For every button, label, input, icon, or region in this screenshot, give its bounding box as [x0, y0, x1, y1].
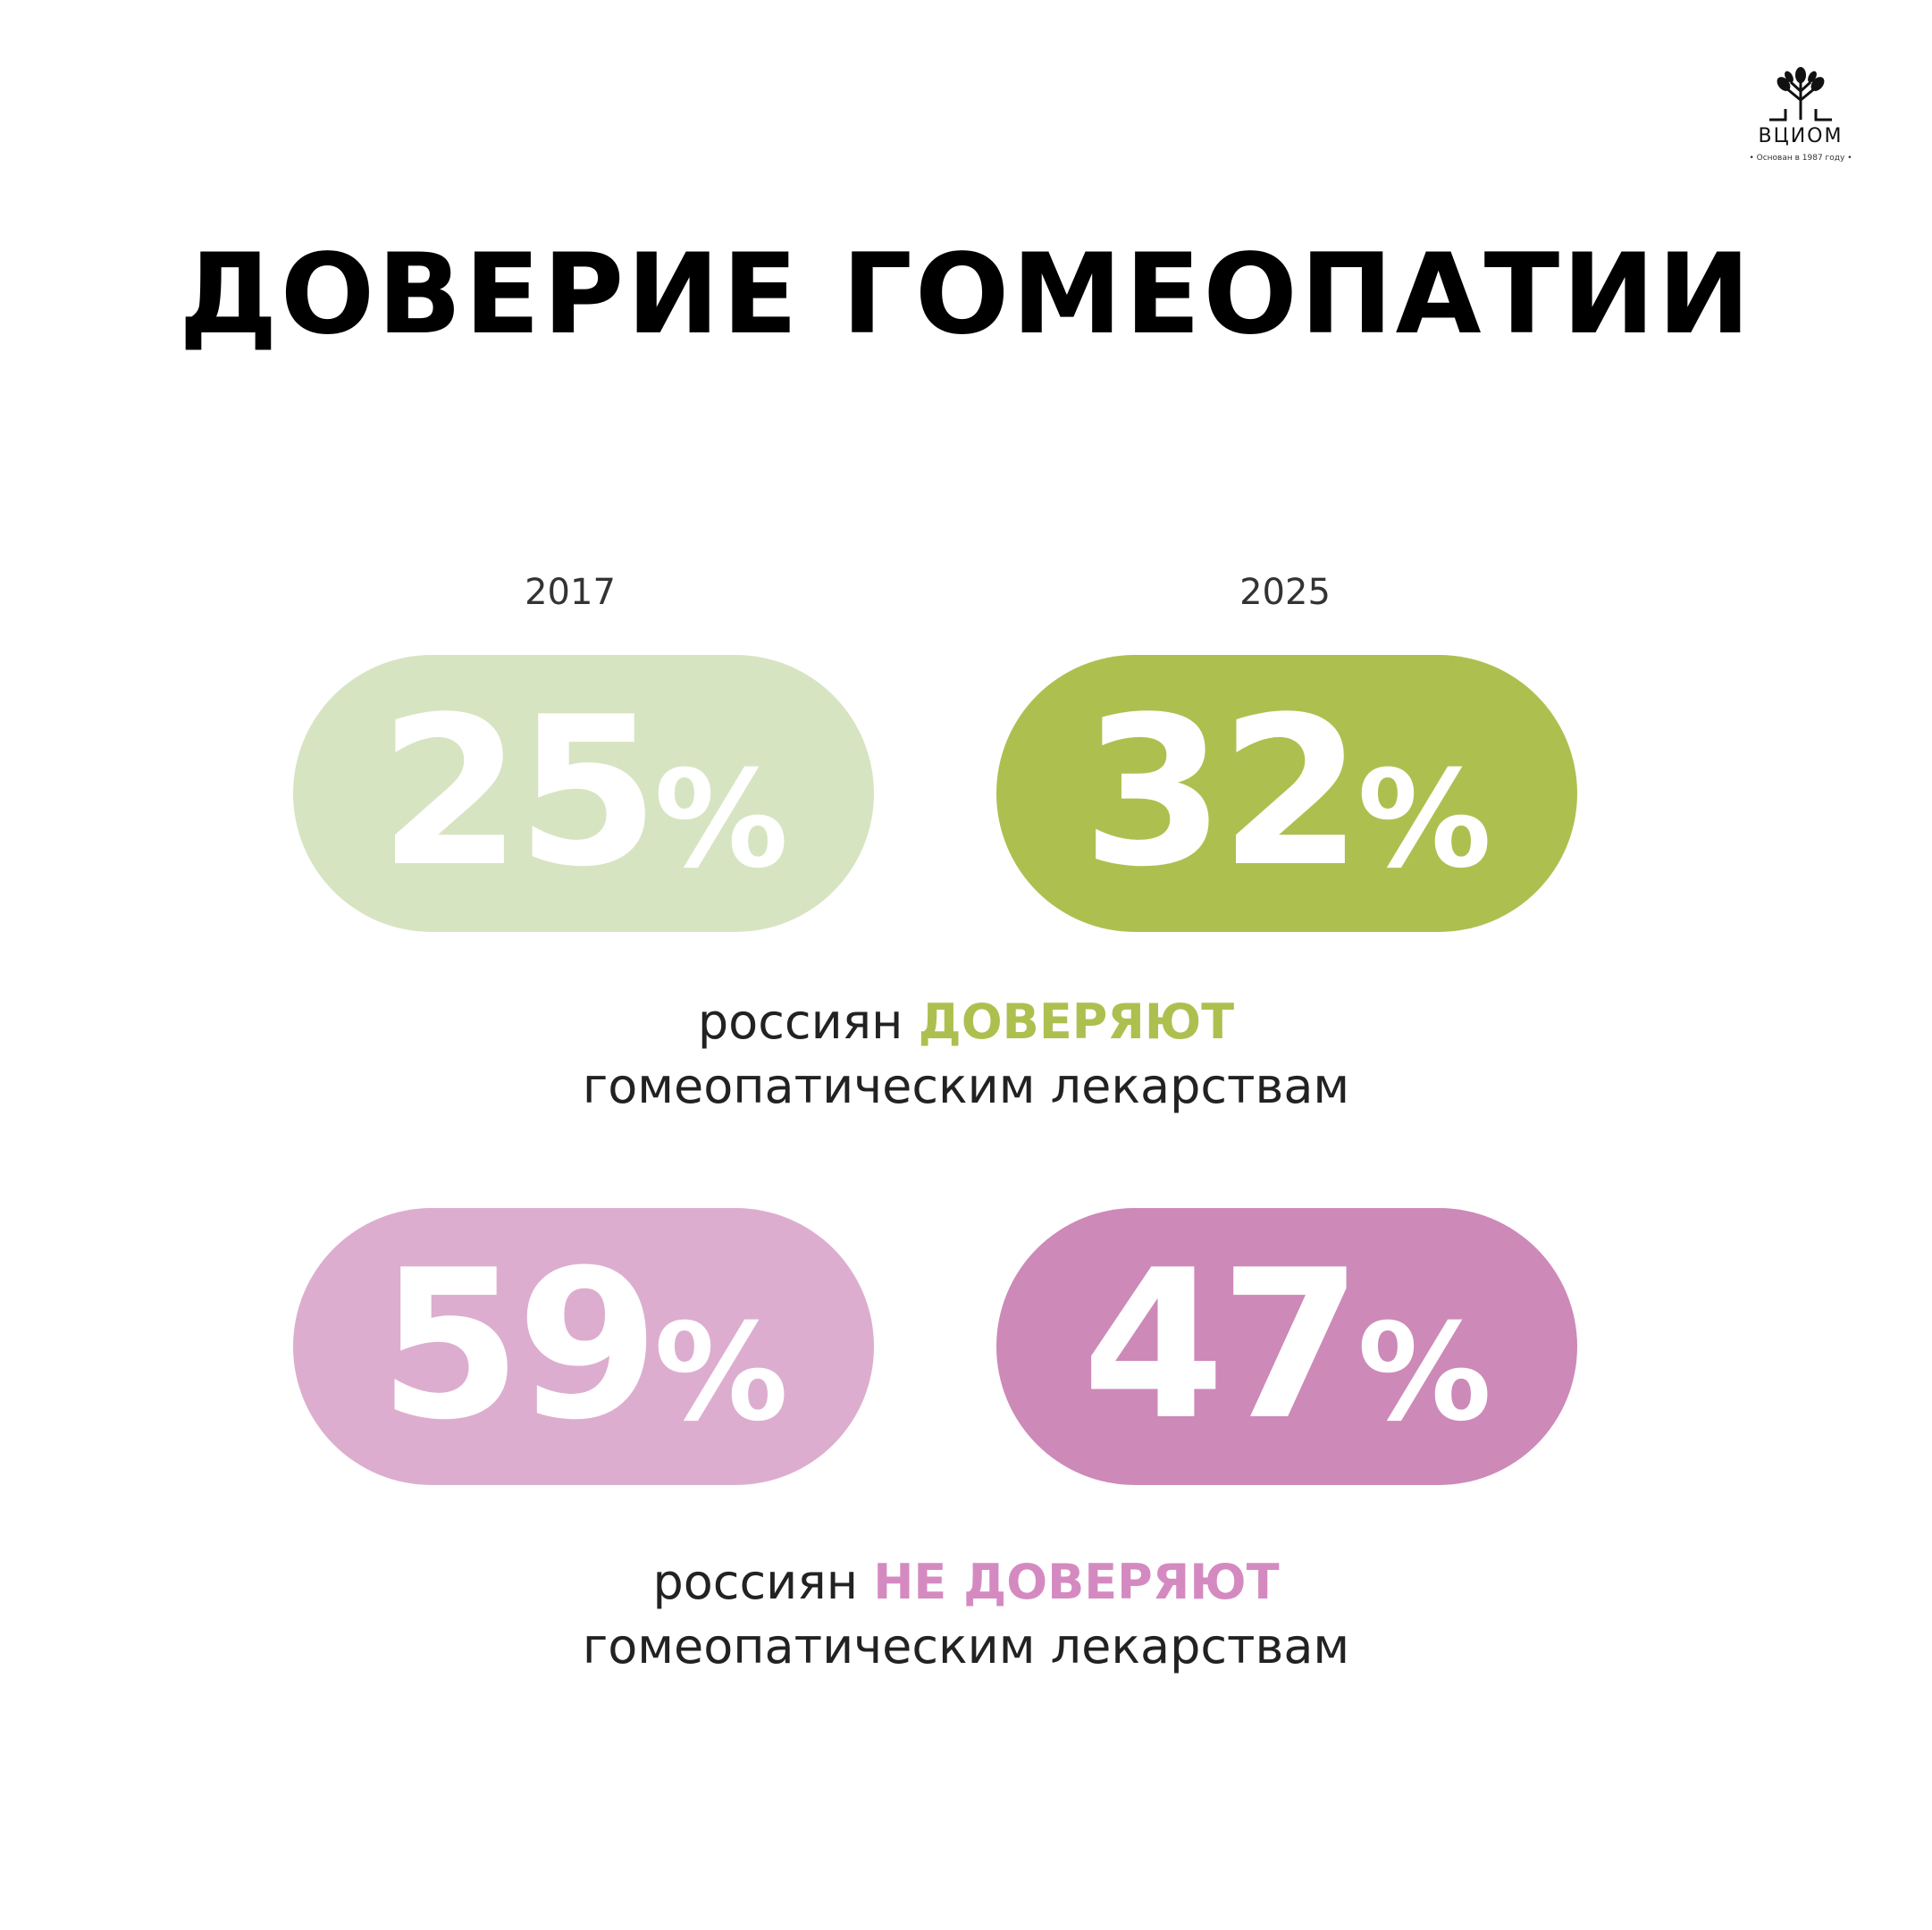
- distrust-caption-highlight: НЕ ДОВЕРЯЮТ: [873, 1554, 1280, 1610]
- trust-2025-value: 32: [1081, 674, 1363, 912]
- distrust-2025-unit: %: [1357, 1296, 1492, 1451]
- vciom-logo: ВЦИОМ • Основан в 1987 году •: [1734, 64, 1868, 172]
- trust-caption: россиян ДОВЕРЯЮТ гомеопатическим лекарст…: [0, 990, 1932, 1119]
- trust-2025-unit: %: [1357, 743, 1492, 898]
- year-label-2025: 2025: [1239, 572, 1331, 613]
- trust-caption-highlight: ДОВЕРЯЮТ: [918, 994, 1235, 1050]
- trust-2017-value: 25: [378, 674, 659, 912]
- trust-2017-pill: 25%: [293, 655, 874, 932]
- distrust-2017-value: 59: [378, 1227, 659, 1465]
- year-label-2017: 2017: [525, 572, 616, 613]
- trust-caption-line2: гомеопатическим лекарствам: [582, 1058, 1350, 1114]
- distrust-caption-prefix: россиян: [652, 1554, 859, 1610]
- trust-2017-unit: %: [653, 743, 789, 898]
- tree-icon: [1769, 67, 1832, 122]
- trust-caption-prefix: россиян: [697, 994, 903, 1050]
- distrust-caption-line2: гомеопатическим лекарствам: [582, 1618, 1350, 1674]
- trust-2025-pill: 32%: [996, 655, 1577, 932]
- distrust-caption: россиян НЕ ДОВЕРЯЮТ гомеопатическим лека…: [0, 1550, 1932, 1679]
- distrust-2017-pill: 59%: [293, 1208, 874, 1485]
- distrust-2025-value: 47: [1081, 1227, 1363, 1465]
- logo-name: ВЦИОМ: [1758, 125, 1844, 147]
- page-title: ДОВЕРИЕ ГОМЕОПАТИИ: [179, 231, 1753, 359]
- distrust-2017-unit: %: [653, 1296, 789, 1451]
- logo-subtitle: • Основан в 1987 году •: [1749, 154, 1852, 163]
- distrust-2025-pill: 47%: [996, 1208, 1577, 1485]
